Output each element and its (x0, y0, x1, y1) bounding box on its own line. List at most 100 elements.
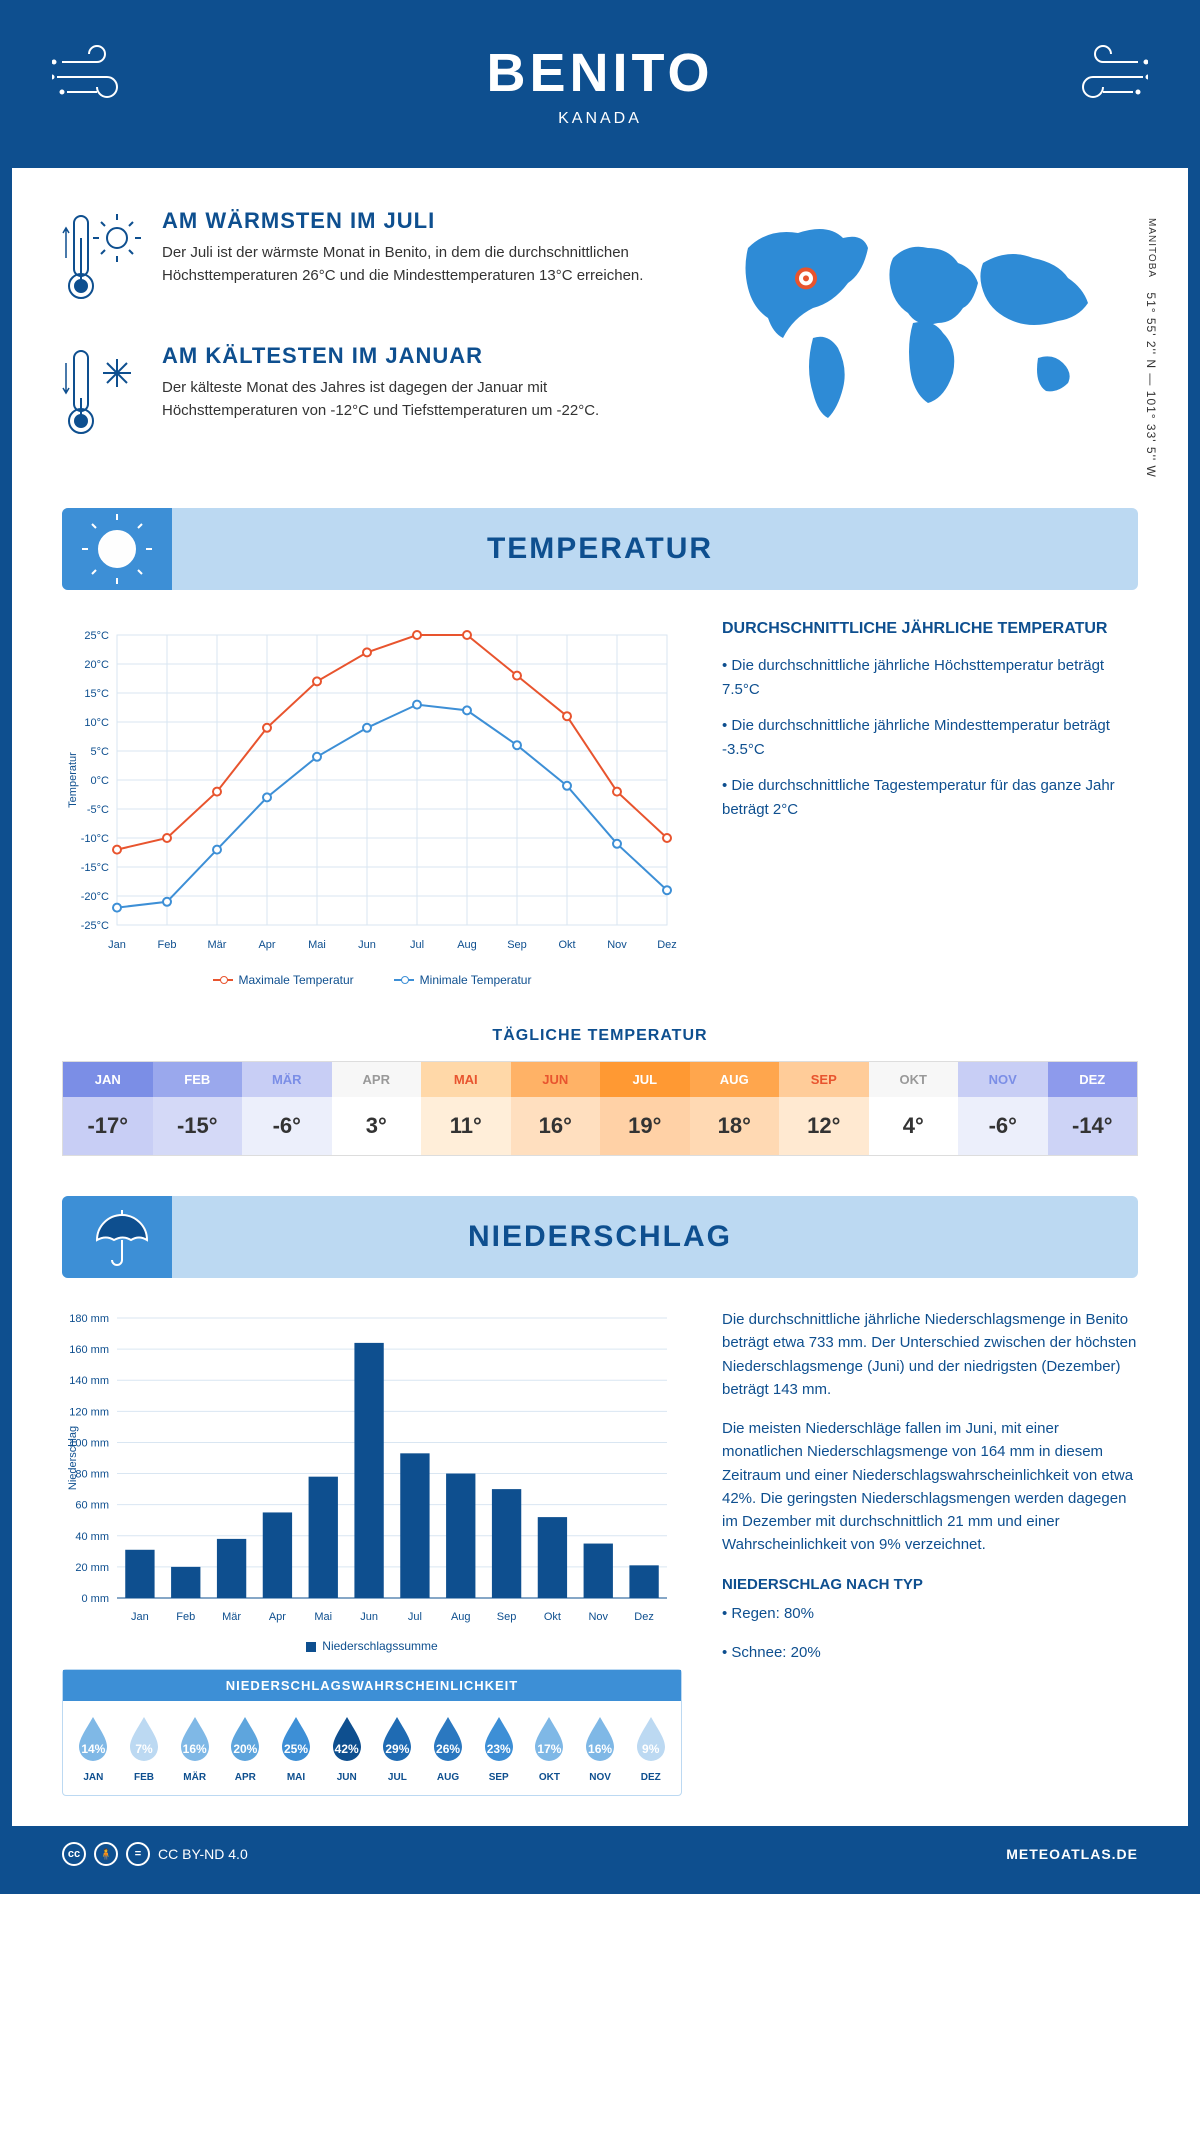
svg-text:Feb: Feb (176, 1611, 195, 1623)
raindrop-icon (120, 1713, 169, 1766)
raindrop-icon (69, 1713, 118, 1766)
temp-bullet: • Die durchschnittliche jährliche Mindes… (722, 714, 1138, 762)
daily-value: 4° (869, 1097, 959, 1155)
raindrop-icon (474, 1713, 523, 1766)
svg-text:Mai: Mai (308, 939, 326, 951)
precip-legend: Niederschlagssumme (62, 1639, 682, 1653)
daily-month: DEZ (1048, 1062, 1138, 1097)
precip-text-1: Die durchschnittliche jährliche Niedersc… (722, 1308, 1138, 1401)
wind-icon-left (52, 42, 142, 117)
svg-text:-25°C: -25°C (81, 920, 109, 932)
prob-cell: 29% JUL (373, 1713, 422, 1783)
daily-cell: JUL19° (600, 1062, 690, 1155)
prob-cell: 26% AUG (424, 1713, 473, 1783)
raindrop-icon (170, 1713, 219, 1766)
daily-month: FEB (153, 1062, 243, 1097)
umbrella-icon (62, 1196, 172, 1278)
svg-text:20°C: 20°C (84, 659, 109, 671)
svg-text:140 mm: 140 mm (69, 1375, 109, 1387)
svg-text:Dez: Dez (634, 1611, 654, 1623)
daily-temp-table: JAN-17°FEB-15°MÄR-6°APR3°MAI11°JUN16°JUL… (62, 1061, 1138, 1156)
temperature-banner: TEMPERATUR (62, 508, 1138, 590)
daily-cell: MÄR-6° (242, 1062, 332, 1155)
svg-text:Apr: Apr (269, 1611, 286, 1623)
warmest-text: Der Juli ist der wärmste Monat in Benito… (162, 242, 678, 287)
svg-text:Jan: Jan (131, 1611, 149, 1623)
daily-cell: NOV-6° (958, 1062, 1048, 1155)
prob-month: JUL (373, 1772, 422, 1783)
prob-percent: 42% (322, 1742, 371, 1756)
prob-month: OKT (525, 1772, 574, 1783)
prob-cell: 16%NOV (576, 1713, 625, 1783)
svg-text:-15°C: -15°C (81, 862, 109, 874)
daily-month: OKT (869, 1062, 959, 1097)
daily-month: JAN (63, 1062, 153, 1097)
warmest-block: AM WÄRMSTEN IM JULI Der Juli ist der wär… (62, 208, 678, 313)
prob-percent: 29% (373, 1742, 422, 1756)
precipitation-summary: Die durchschnittliche jährliche Niedersc… (722, 1308, 1138, 1796)
prob-cell: 25%MAI (272, 1713, 321, 1783)
svg-text:Aug: Aug (451, 1611, 471, 1623)
raindrop-icon (272, 1713, 321, 1766)
prob-percent: 9% (626, 1742, 675, 1756)
daily-cell: SEP12° (779, 1062, 869, 1155)
prob-percent: 17% (525, 1742, 574, 1756)
svg-text:180 mm: 180 mm (69, 1313, 109, 1325)
svg-text:Temperatur: Temperatur (67, 752, 79, 808)
prob-month: JUN (322, 1772, 371, 1783)
prob-cell: 20%APR (221, 1713, 270, 1783)
svg-text:Okt: Okt (558, 939, 575, 951)
raindrop-icon (373, 1713, 422, 1766)
precip-probability-box: NIEDERSCHLAGSWAHRSCHEINLICHKEIT 14%JAN7%… (62, 1669, 682, 1796)
thermometer-sun-icon (62, 208, 142, 313)
raindrop-icon (322, 1713, 371, 1766)
svg-text:Niederschlag: Niederschlag (67, 1426, 79, 1490)
coldest-block: AM KÄLTESTEN IM JANUAR Der kälteste Mona… (62, 343, 678, 448)
daily-month: APR (332, 1062, 422, 1097)
daily-value: 16° (511, 1097, 601, 1155)
warmest-heading: AM WÄRMSTEN IM JULI (162, 208, 678, 234)
svg-text:Apr: Apr (258, 939, 275, 951)
daily-month: MAI (421, 1062, 511, 1097)
daily-value: -6° (958, 1097, 1048, 1155)
prob-month: AUG (424, 1772, 473, 1783)
coldest-heading: AM KÄLTESTEN IM JANUAR (162, 343, 678, 369)
temperature-summary: DURCHSCHNITTLICHE JÄHRLICHE TEMPERATUR •… (722, 620, 1138, 987)
temp-bullet: • Die durchschnittliche Tagestemperatur … (722, 774, 1138, 822)
svg-text:160 mm: 160 mm (69, 1344, 109, 1356)
prob-percent: 16% (576, 1742, 625, 1756)
raindrop-icon (576, 1713, 625, 1766)
precipitation-banner: NIEDERSCHLAG (62, 1196, 1138, 1278)
svg-text:Jun: Jun (358, 939, 376, 951)
svg-text:15°C: 15°C (84, 688, 109, 700)
raindrop-icon (424, 1713, 473, 1766)
precip-text-2: Die meisten Niederschläge fallen im Juni… (722, 1417, 1138, 1557)
wind-icon-right (1058, 42, 1148, 117)
license-block: cc 🧍 = CC BY-ND 4.0 (62, 1842, 248, 1866)
prob-month: MAI (272, 1772, 321, 1783)
daily-cell: FEB-15° (153, 1062, 243, 1155)
precip-legend-label: Niederschlagssumme (322, 1639, 437, 1653)
region-label: MANITOBA (1146, 218, 1157, 278)
svg-text:Okt: Okt (544, 1611, 561, 1623)
daily-value: -6° (242, 1097, 332, 1155)
prob-percent: 7% (120, 1742, 169, 1756)
prob-month: DEZ (626, 1772, 675, 1783)
prob-month: APR (221, 1772, 270, 1783)
intro-section: AM WÄRMSTEN IM JULI Der Juli ist der wär… (12, 168, 1188, 508)
daily-cell: MAI11° (421, 1062, 511, 1155)
precipitation-chart: 0 mm20 mm40 mm60 mm80 mm100 mm120 mm140 … (62, 1308, 682, 1653)
prob-percent: 26% (424, 1742, 473, 1756)
prob-percent: 16% (170, 1742, 219, 1756)
daily-month: AUG (690, 1062, 780, 1097)
daily-cell: JUN16° (511, 1062, 601, 1155)
daily-value: -17° (63, 1097, 153, 1155)
precip-prob-title: NIEDERSCHLAGSWAHRSCHEINLICHKEIT (63, 1670, 681, 1701)
prob-cell: 14%JAN (69, 1713, 118, 1783)
svg-text:Jun: Jun (360, 1611, 378, 1623)
svg-text:Aug: Aug (457, 939, 477, 951)
svg-text:Jan: Jan (108, 939, 126, 951)
svg-text:-10°C: -10°C (81, 833, 109, 845)
svg-text:40 mm: 40 mm (75, 1531, 109, 1543)
svg-text:5°C: 5°C (91, 746, 110, 758)
